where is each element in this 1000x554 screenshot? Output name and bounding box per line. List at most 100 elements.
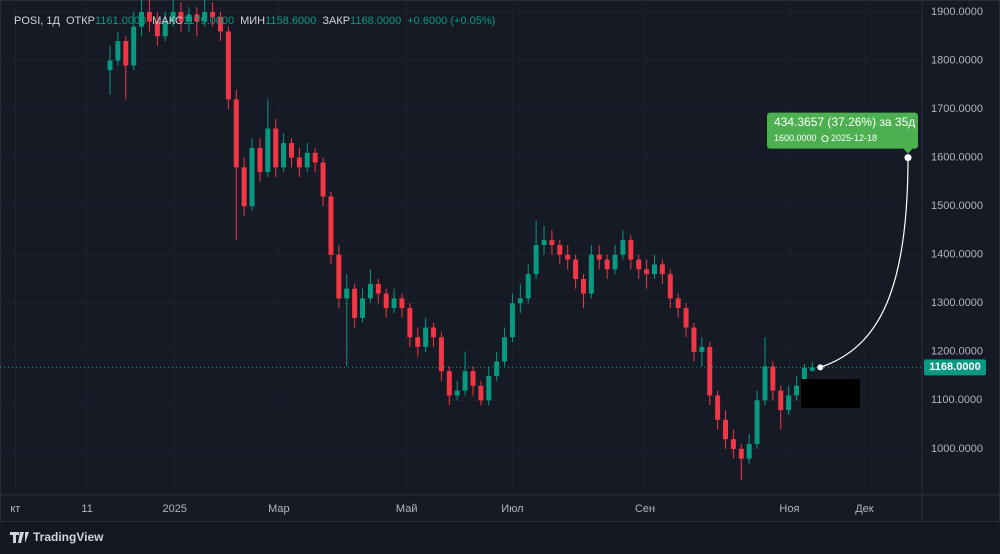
candle-body [154, 21, 160, 37]
candle-body [517, 298, 523, 304]
candle-body [462, 371, 468, 391]
candle-body [107, 60, 113, 71]
brand-logo [10, 532, 29, 543]
candle-body [217, 16, 223, 32]
candle-body [588, 254, 594, 294]
candle-body [233, 99, 239, 168]
candle-body [644, 269, 650, 275]
x-tick-label: Май [396, 503, 418, 515]
redaction-box [801, 379, 860, 408]
candle-body [794, 385, 800, 396]
x-tick-label: 2025 [162, 503, 186, 515]
candle-body [360, 298, 366, 318]
candle-body [754, 400, 760, 445]
x-tick-label: Мар [268, 503, 290, 515]
x-tick-label: 11 [81, 503, 92, 515]
legend-value: 1158.6000 [265, 15, 316, 27]
candle-body [367, 283, 373, 299]
candle-body [778, 390, 784, 411]
candle-body [667, 274, 673, 299]
y-tick-label: 1100.0000 [931, 394, 982, 406]
candle-body [407, 308, 413, 338]
candle-body [723, 419, 729, 440]
candle-body [470, 371, 476, 386]
candle-body [249, 147, 255, 207]
candle-body [801, 367, 807, 386]
candle-body [265, 128, 271, 173]
candle-body [509, 303, 515, 338]
candle-body [746, 444, 752, 459]
candle-body [525, 274, 531, 299]
y-tick-label: 1700.0000 [931, 103, 983, 115]
candle-body [375, 283, 381, 294]
candle-body [312, 152, 318, 163]
candle-body [241, 167, 247, 207]
candle-body [651, 264, 657, 275]
candle-body [446, 371, 452, 396]
candle-body [565, 254, 571, 260]
candle-body [202, 11, 208, 22]
candle-body [604, 259, 610, 270]
legend: POSI, 1Д ОТКР 1161.0000 МАКС 1179.0000 МИН 115… [14, 15, 495, 27]
y-tick-label: 1300.0000 [931, 297, 983, 309]
legend-label: МАКС [152, 15, 183, 27]
candle-body [494, 361, 500, 377]
candle-body [423, 327, 429, 347]
y-tick-label: 1200.0000 [931, 346, 983, 358]
legend-label: ОТКР [66, 15, 95, 27]
candle-body [344, 288, 350, 299]
candle-body [533, 245, 539, 275]
candle-body [162, 21, 168, 37]
candle-body [383, 293, 389, 309]
candle-body [281, 143, 287, 168]
candle-body [399, 298, 405, 309]
forecast-pointer [903, 148, 913, 154]
candle-body [620, 240, 626, 255]
candle-body [786, 395, 792, 411]
y-tick-label: 1900.0000 [931, 6, 983, 18]
candle-body [557, 245, 563, 255]
candle-body [123, 41, 129, 66]
forecast-start [817, 364, 824, 371]
candle-body [486, 376, 492, 401]
brand: TradingView [10, 530, 104, 544]
candle-body [225, 31, 231, 100]
candle-body [612, 254, 618, 270]
candle-body [683, 308, 689, 328]
candle-body [541, 240, 547, 245]
candle-body [257, 147, 263, 173]
candle-body [596, 254, 602, 260]
forecast-target [904, 154, 912, 162]
y-tick-label: 1400.0000 [931, 249, 983, 261]
candle-body [549, 240, 555, 245]
candle-body [431, 327, 437, 338]
candle-body [186, 14, 192, 22]
candle-body [415, 337, 421, 347]
candle-body [699, 346, 705, 352]
legend-label: МИН [240, 15, 265, 27]
x-tick-label: кт [10, 503, 20, 515]
forecast-price: 1600.0000 [774, 133, 817, 143]
y-tick-label: 1000.0000 [931, 443, 983, 455]
candle-body [178, 11, 184, 22]
candle-body [707, 346, 713, 396]
clock-icon [821, 135, 829, 143]
candle-body [304, 152, 310, 168]
y-tick-label: 1600.0000 [931, 152, 983, 164]
candle-body [675, 298, 681, 309]
symbol: POSI, 1Д [14, 15, 61, 27]
x-tick-label: Июл [501, 503, 523, 515]
chart-panel [0, 0, 1000, 522]
candle-body [146, 11, 152, 22]
last-price-label: 1168.0000 [929, 361, 980, 373]
candle-body [809, 367, 815, 371]
candle-body [762, 366, 768, 401]
forecast-curve [820, 157, 909, 368]
candle-body [454, 390, 460, 396]
candle-body [336, 254, 342, 299]
x-tick-label: Ноя [779, 503, 799, 515]
forecast-box [767, 112, 918, 149]
legend-change: +0.6000 (+0.05%) [407, 15, 495, 27]
candle-body [715, 395, 721, 420]
